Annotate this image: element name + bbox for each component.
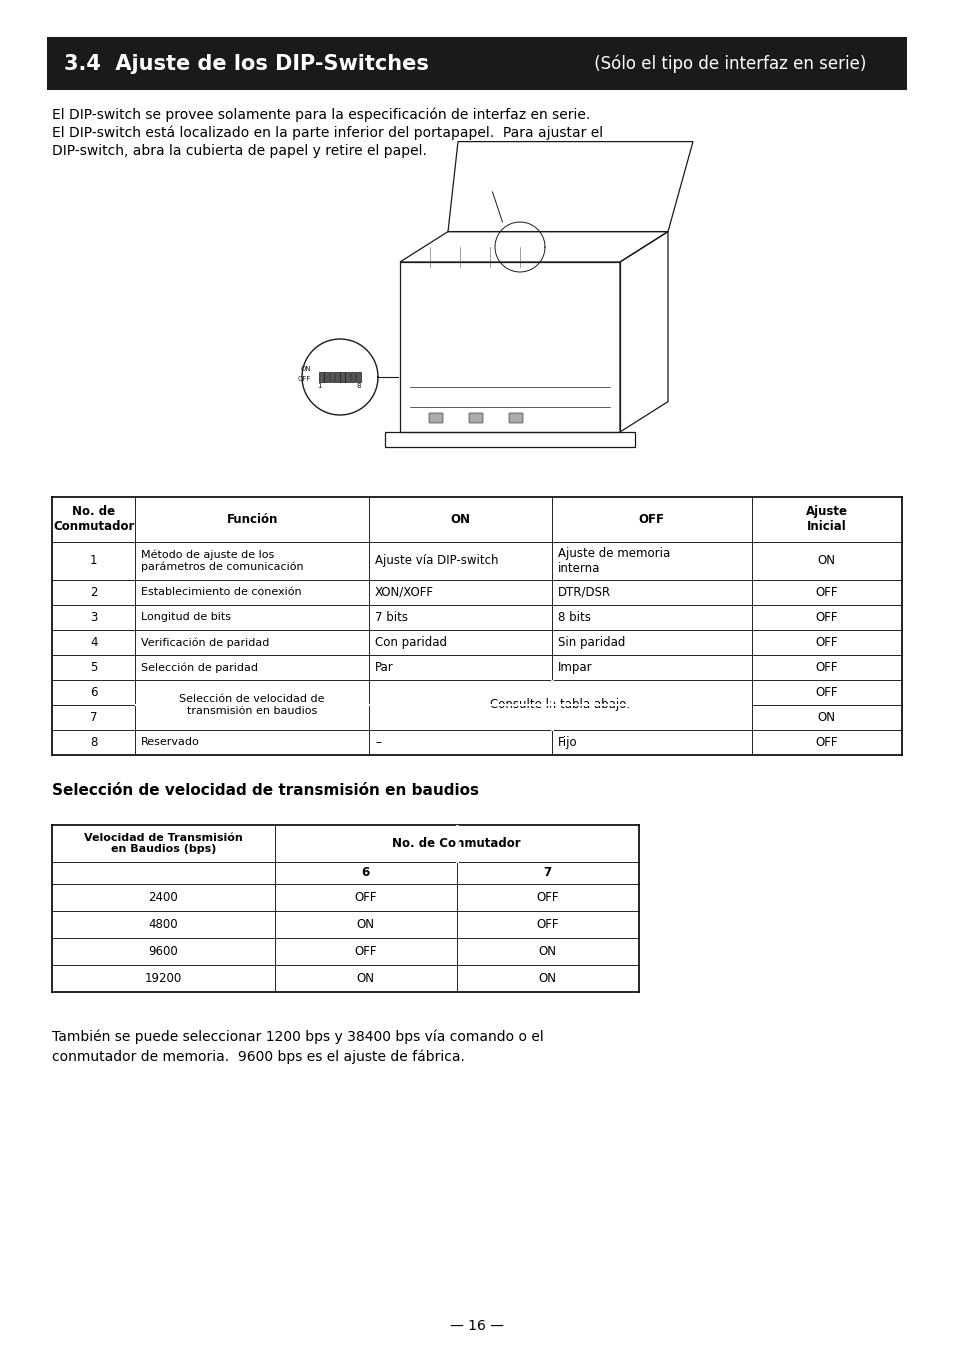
Text: 3: 3: [90, 611, 97, 625]
Text: Par: Par: [375, 661, 394, 675]
Text: Función: Función: [226, 512, 277, 526]
Text: Consulte la tabla abajo.: Consulte la tabla abajo.: [490, 699, 630, 711]
Text: 6: 6: [361, 867, 370, 880]
Text: OFF: OFF: [536, 891, 558, 904]
Text: ON: ON: [356, 972, 375, 986]
Text: Sin paridad: Sin paridad: [558, 635, 624, 649]
Text: Longitud de bits: Longitud de bits: [141, 612, 231, 622]
Text: 2400: 2400: [149, 891, 178, 904]
Text: 2: 2: [90, 585, 97, 599]
Text: OFF: OFF: [815, 661, 837, 675]
Text: 8 bits: 8 bits: [558, 611, 590, 625]
Text: También se puede seleccionar 1200 bps y 38400 bps vía comando o el: También se puede seleccionar 1200 bps y …: [52, 1030, 543, 1045]
Text: 4800: 4800: [149, 918, 178, 932]
Text: El DIP-switch se provee solamente para la especificación de interfaz en serie.: El DIP-switch se provee solamente para l…: [52, 107, 590, 122]
Text: –: –: [375, 735, 380, 749]
FancyBboxPatch shape: [350, 372, 355, 383]
Text: OFF: OFF: [815, 635, 837, 649]
Text: OFF: OFF: [536, 918, 558, 932]
Text: Ajuste vía DIP-switch: Ajuste vía DIP-switch: [375, 554, 498, 568]
FancyBboxPatch shape: [355, 372, 360, 383]
Text: ON: ON: [817, 554, 835, 568]
FancyBboxPatch shape: [469, 412, 482, 423]
Text: OFF: OFF: [815, 585, 837, 599]
Text: (Sólo el tipo de interfaz en serie): (Sólo el tipo de interfaz en serie): [588, 54, 865, 73]
Text: Selección de velocidad de transmisión en baudios: Selección de velocidad de transmisión en…: [52, 783, 478, 798]
Text: Selección de velocidad de
transmisión en baudios: Selección de velocidad de transmisión en…: [179, 694, 325, 715]
Text: 6: 6: [90, 685, 97, 699]
Text: OFF: OFF: [815, 685, 837, 699]
Text: ON: ON: [538, 945, 556, 959]
Text: 3.4  Ajuste de los DIP-Switches: 3.4 Ajuste de los DIP-Switches: [64, 54, 429, 73]
FancyBboxPatch shape: [339, 372, 344, 383]
Text: No. de Conmutador: No. de Conmutador: [392, 837, 520, 850]
Text: OFF: OFF: [638, 512, 664, 526]
Text: ON: ON: [356, 918, 375, 932]
Text: ON: ON: [450, 512, 470, 526]
FancyBboxPatch shape: [324, 372, 329, 383]
Text: Ajuste de memoria
interna: Ajuste de memoria interna: [558, 548, 669, 575]
Text: El DIP-switch está localizado en la parte inferior del portapapel.  Para ajustar: El DIP-switch está localizado en la part…: [52, 126, 602, 141]
Text: Velocidad de Transmisión
en Baudios (bps): Velocidad de Transmisión en Baudios (bps…: [84, 833, 243, 854]
Text: 8: 8: [90, 735, 97, 749]
FancyBboxPatch shape: [345, 372, 350, 383]
Text: XON/XOFF: XON/XOFF: [375, 585, 434, 599]
Text: OFF: OFF: [815, 735, 837, 749]
Text: Con paridad: Con paridad: [375, 635, 447, 649]
Text: OFF: OFF: [355, 891, 376, 904]
Text: Verificación de paridad: Verificación de paridad: [141, 637, 270, 648]
Text: 1: 1: [316, 383, 321, 389]
Text: 7 bits: 7 bits: [375, 611, 408, 625]
Text: No. de
Conmutador: No. de Conmutador: [53, 506, 134, 534]
Text: — 16 —: — 16 —: [450, 1320, 503, 1333]
Text: 7: 7: [90, 711, 97, 725]
FancyBboxPatch shape: [509, 412, 522, 423]
Text: 1: 1: [90, 554, 97, 568]
Text: Ajuste
Inicial: Ajuste Inicial: [805, 506, 847, 534]
Text: Fijo: Fijo: [558, 735, 577, 749]
Text: 7: 7: [543, 867, 551, 880]
Text: 9600: 9600: [149, 945, 178, 959]
Text: Reservado: Reservado: [141, 737, 200, 748]
Text: DTR/DSR: DTR/DSR: [558, 585, 610, 599]
Text: ON: ON: [538, 972, 556, 986]
FancyBboxPatch shape: [47, 37, 906, 91]
Text: ON: ON: [817, 711, 835, 725]
FancyBboxPatch shape: [318, 372, 323, 383]
Text: 4: 4: [90, 635, 97, 649]
FancyBboxPatch shape: [329, 372, 334, 383]
FancyBboxPatch shape: [429, 412, 442, 423]
Text: Método de ajuste de los
parámetros de comunicación: Método de ajuste de los parámetros de co…: [141, 550, 304, 572]
Text: conmutador de memoria.  9600 bps es el ajuste de fábrica.: conmutador de memoria. 9600 bps es el aj…: [52, 1051, 464, 1064]
Text: OFF: OFF: [355, 945, 376, 959]
Text: OFF: OFF: [297, 376, 311, 383]
Text: 5: 5: [90, 661, 97, 675]
Text: Impar: Impar: [558, 661, 592, 675]
Text: Establecimiento de conexión: Establecimiento de conexión: [141, 588, 301, 598]
Text: 8: 8: [356, 383, 360, 389]
Text: OFF: OFF: [815, 611, 837, 625]
FancyBboxPatch shape: [335, 372, 339, 383]
Text: Selección de paridad: Selección de paridad: [141, 662, 258, 673]
Text: ON: ON: [300, 366, 311, 372]
Text: DIP-switch, abra la cubierta de papel y retire el papel.: DIP-switch, abra la cubierta de papel y …: [52, 145, 426, 158]
Text: 19200: 19200: [145, 972, 182, 986]
